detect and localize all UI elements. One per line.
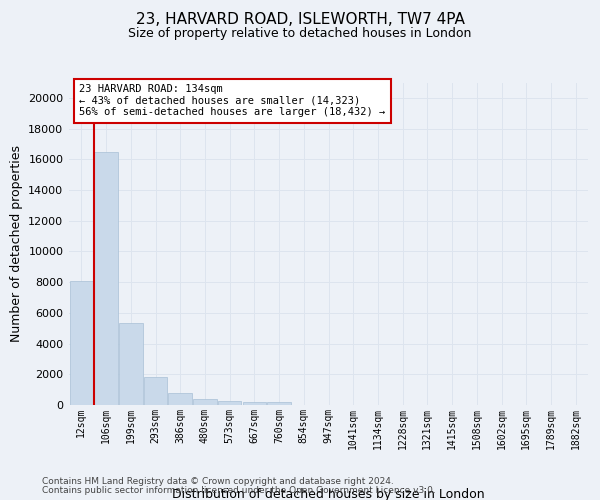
Bar (169, 393, 192, 405)
Text: 23 HARVARD ROAD: 134sqm
← 43% of detached houses are smaller (14,323)
56% of sem: 23 HARVARD ROAD: 134sqm ← 43% of detache… (79, 84, 386, 117)
Bar (70, 280, 93, 405)
Bar (242, 402, 266, 405)
Text: 23, HARVARD ROAD, ISLEWORTH, TW7 4PA: 23, HARVARD ROAD, ISLEWORTH, TW7 4PA (136, 12, 464, 28)
X-axis label: Distribution of detached houses by size in London: Distribution of detached houses by size … (172, 488, 485, 500)
Bar (218, 400, 241, 405)
Text: Contains public sector information licensed under the Open Government Licence v3: Contains public sector information licen… (42, 486, 436, 495)
Bar (193, 400, 217, 405)
Bar (94, 152, 118, 405)
Text: Size of property relative to detached houses in London: Size of property relative to detached ho… (128, 28, 472, 40)
Bar (268, 402, 291, 405)
Bar (144, 376, 167, 405)
Y-axis label: Number of detached properties: Number of detached properties (10, 145, 23, 342)
Bar (119, 323, 143, 405)
Text: Contains HM Land Registry data © Crown copyright and database right 2024.: Contains HM Land Registry data © Crown c… (42, 477, 394, 486)
